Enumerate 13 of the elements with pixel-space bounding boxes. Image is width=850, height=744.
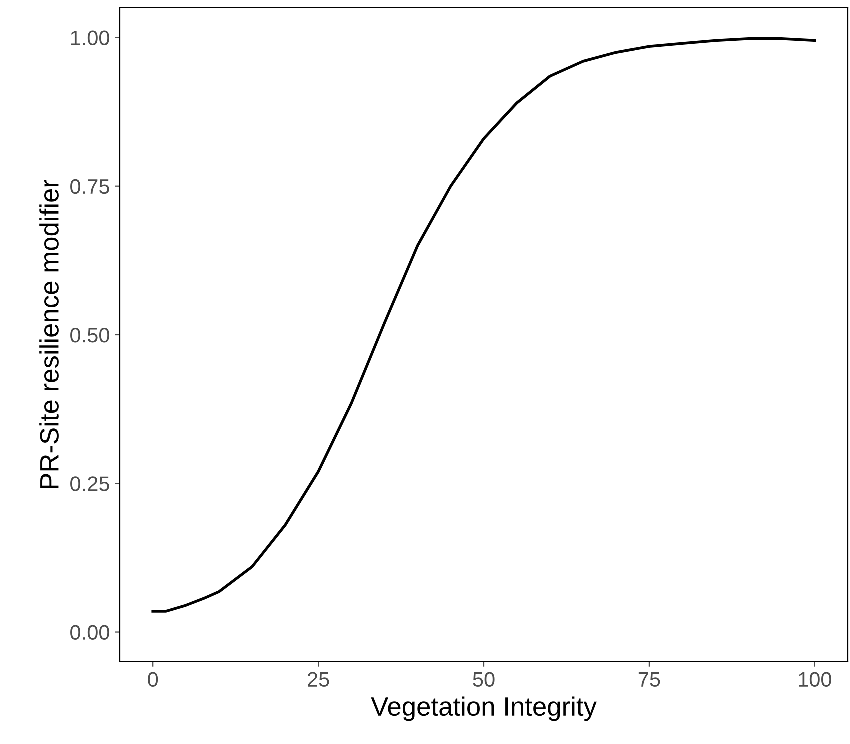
- y-tick-label: 0.75: [70, 179, 110, 194]
- x-tick-label: 50: [473, 672, 495, 688]
- x-tick-label: 100: [799, 672, 832, 688]
- line-series: [152, 38, 816, 613]
- y-axis-title: PR-Site resilience modifier: [40, 180, 59, 488]
- y-tick-label: 0.50: [70, 328, 110, 343]
- x-tick-label: 0: [148, 672, 158, 688]
- y-tick-label: 1.00: [71, 30, 110, 46]
- x-tick-label: 25: [308, 672, 330, 688]
- x-axis-title: Vegetation Integrity: [371, 696, 597, 722]
- x-tick-label: 75: [638, 672, 660, 688]
- y-tick-label: 0.25: [70, 476, 110, 492]
- y-tick-label: 0.00: [70, 625, 110, 640]
